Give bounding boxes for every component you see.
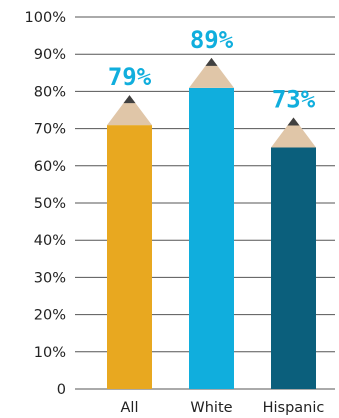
pencil-bar-hispanic: [271, 117, 316, 389]
y-tick-label: 20%: [34, 308, 66, 324]
data-label: 79%: [108, 63, 152, 91]
bar-body: [107, 125, 152, 390]
category-label: All: [121, 400, 139, 416]
data-labels: 79% 89% 73%: [108, 26, 316, 114]
pencil-lead: [287, 117, 300, 126]
y-tick-label: 70%: [34, 122, 66, 138]
y-tick-label: 40%: [34, 233, 66, 249]
pencil-tip: [107, 95, 152, 126]
y-axis-tick-labels: 0 10% 20% 30% 40% 50% 60% 70% 80% 90% 100%: [25, 10, 66, 398]
y-tick-label: 0: [57, 382, 66, 398]
pencil-lead: [205, 57, 218, 66]
pencil-lead: [123, 95, 136, 104]
y-tick-label: 80%: [34, 84, 66, 100]
pencil-tip: [189, 57, 234, 88]
y-tick-label: 50%: [34, 196, 66, 212]
bar-body: [189, 87, 234, 390]
data-label: 89%: [190, 26, 234, 54]
y-tick-label: 90%: [34, 47, 66, 63]
y-tick-label: 100%: [25, 10, 66, 26]
y-tick-label: 60%: [34, 159, 66, 175]
pencil-bar-all: [107, 95, 152, 390]
pencil-tip: [271, 117, 316, 148]
category-label: Hispanic: [263, 400, 325, 416]
bar-body: [271, 147, 316, 389]
category-labels: All White Hispanic: [121, 400, 325, 416]
y-tick-label: 30%: [34, 270, 66, 286]
y-tick-label: 10%: [34, 345, 66, 361]
category-label: White: [190, 400, 232, 416]
data-label: 73%: [272, 85, 316, 113]
pencil-bars: [107, 57, 316, 390]
pencil-bar-white: [189, 57, 234, 390]
